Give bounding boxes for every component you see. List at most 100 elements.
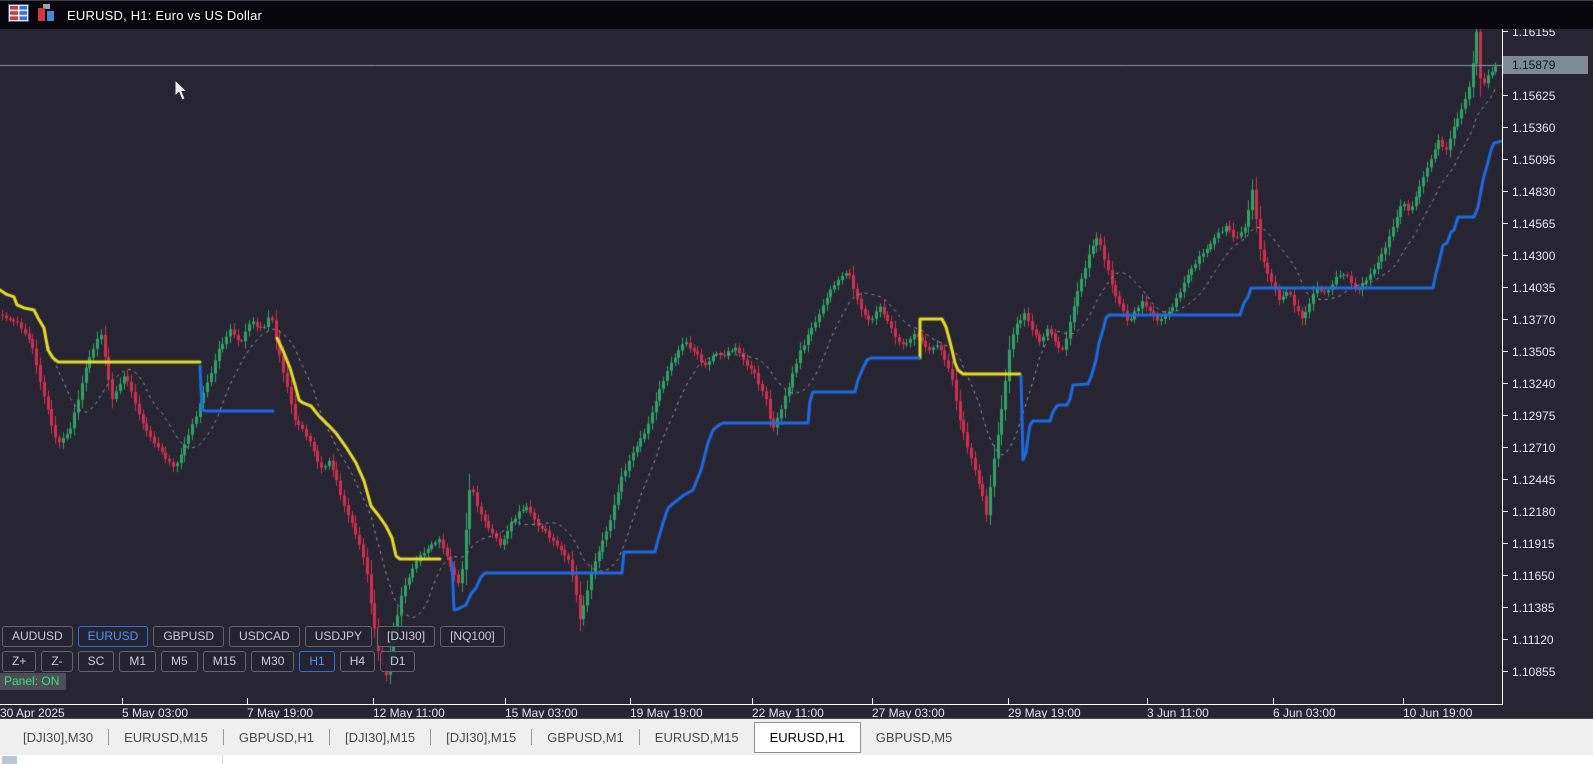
tick-mark [1503,415,1508,416]
tick-mark [1503,351,1508,352]
price-axis-tick-label: 1.11120 [1512,632,1554,647]
price-axis-tick: 1.11385 [1503,600,1555,615]
price-axis-tick: 1.14830 [1503,185,1555,199]
chart-tab-bar: [DJI30],M30 EURUSD,M15 GBPUSD,H1 [DJI30],M1… [0,718,1593,755]
market-watch-icon [8,3,29,27]
tick-mark [1503,159,1508,160]
time-axis-tick-label: 15 May 03:00 [505,706,578,720]
price-axis-tick-label: 1.12180 [1512,504,1556,519]
tab-divider [531,729,533,745]
price-axis-line [1502,29,1503,705]
tick-mark [1503,607,1508,608]
price-axis-tick: 1.11915 [1503,536,1555,551]
timeframe-button-row: Z+ Z- SC M1 M5 M15 M30 H1 H4 D1 [2,651,416,672]
tick-mark [872,698,873,705]
tab-divider [329,729,331,745]
chart-tab-dji30m15[interactable]: [DJI30],M15 [446,729,517,745]
panel-status-badge: Panel: ON [0,673,67,690]
symbol-button-usdcad[interactable]: USDCAD [229,626,300,647]
tab-divider [222,729,224,745]
time-axis-tick-label: 5 May 03:00 [122,706,189,720]
tick-mark [630,698,631,705]
time-axis-tick-label: 12 May 11:00 [373,706,445,720]
price-chart-canvas[interactable] [0,0,1502,718]
price-axis-tick-label: 1.12445 [1512,472,1556,487]
price-axis-tick-label: 1.15625 [1512,88,1556,103]
tick-mark [1503,223,1508,224]
timeframe-button-sc[interactable]: SC [77,651,115,672]
symbol-button-audusd[interactable]: AUDUSD [2,626,73,647]
symbol-button-gbpusd[interactable]: GBPUSD [153,626,225,647]
price-axis-tick: 1.11650 [1503,568,1555,583]
chart-title: EURUSD, H1: Euro vs US Dollar [67,7,263,23]
timeframe-button-m30[interactable]: M30 [251,651,295,672]
time-axis-line [0,704,1503,705]
time-axis-tick-label: 30 Apr 2025 [0,706,65,720]
price-axis-tick-label: 1.15360 [1512,120,1556,135]
chart-tab-eurusdm15[interactable]: EURUSD,M15 [124,729,208,745]
bar-chart-icon [37,3,56,27]
time-axis-tick-label: 22 May 11:00 [752,706,824,720]
price-axis-tick: 1.11120 [1503,632,1554,647]
symbol-button-usdjpy[interactable]: USDJPY [304,626,373,647]
time-axis-tick-label: 3 Jun 11:00 [1147,706,1209,720]
tick-mark [122,698,123,705]
chart-tab-eurusdh1[interactable]: EURUSD,H1 [753,721,861,753]
chart-tab-gbpusdh1[interactable]: GBPUSD,H1 [238,729,315,745]
tick-mark [1503,511,1508,512]
price-axis-tick-label: 1.11915 [1512,536,1555,551]
price-axis-tick: 1.12445 [1503,472,1556,487]
price-axis-tick: 1.14565 [1503,216,1556,231]
chart-tab-gbpusdm5[interactable]: GBPUSD,M5 [875,729,953,745]
time-axis-tick-label: 29 May 19:00 [1008,706,1081,720]
chart-tab-dji30m30[interactable]: [DJI30],M30 [23,729,94,745]
price-axis-tick-label: 1.12975 [1512,408,1556,423]
timeframe-button-z-[interactable]: Z- [41,651,73,672]
price-axis-tick-label: 1.10855 [1512,664,1556,679]
tick-mark [1503,639,1508,640]
symbol-button-nq100[interactable]: [NQ100] [440,626,505,647]
price-axis-tick: 1.10855 [1503,664,1556,679]
price-axis-tick: 1.12710 [1503,440,1556,455]
tick-mark [1147,698,1148,705]
tab-scrollbar-track[interactable] [0,755,1593,764]
timeframe-button-d1[interactable]: D1 [380,651,416,672]
timeframe-button-h4[interactable]: H4 [339,651,376,672]
tick-mark [1503,287,1508,288]
tick-mark [1403,698,1404,705]
chart-tab-gbpusdm1[interactable]: GBPUSD,M1 [547,729,624,745]
tick-mark [247,698,248,705]
tab-scrollbar-thumb[interactable] [2,756,17,764]
symbol-button-row: AUDUSD EURUSD GBPUSD USDCAD USDJPY [DJI30] [NQ… [2,626,505,647]
timeframe-button-m5[interactable]: M5 [161,651,198,672]
tick-mark [1503,95,1508,96]
tick-mark [1503,447,1508,448]
timeframe-button-z+[interactable]: Z+ [2,651,37,672]
tab-divider [108,729,110,745]
tick-mark [1503,575,1508,576]
tick-mark [1503,255,1508,256]
time-axis-tick-label: 7 May 19:00 [247,706,314,720]
chart-tab-dji30m15[interactable]: [DJI30],M15 [345,729,416,745]
price-axis-tick: 1.13770 [1503,313,1555,327]
time-axis-tick-label: 19 May 19:00 [630,706,703,720]
tick-mark [1503,31,1508,32]
price-axis-tick-label: 1.11650 [1512,568,1555,583]
tick-mark [373,698,374,705]
timeframe-button-h1[interactable]: H1 [299,651,335,672]
price-axis-tick-label: 1.12710 [1512,440,1556,455]
price-axis-tick-label: 1.11385 [1512,600,1555,615]
time-axis-tick-label: 27 May 03:00 [872,706,945,720]
symbol-button-dji30[interactable]: [DJI30] [377,626,436,647]
timeframe-button-m15[interactable]: M15 [202,651,247,672]
price-axis-tick-label: 1.14565 [1512,216,1556,231]
current-price-label: 1.15879 [1503,56,1588,74]
chart-tab-eurusdm15[interactable]: EURUSD,M15 [654,729,739,745]
scrollbar-divider [222,755,223,764]
symbol-button-eurusd[interactable]: EURUSD [77,626,149,647]
price-axis-tick: 1.13240 [1503,377,1555,391]
timeframe-button-m1[interactable]: M1 [119,651,157,672]
mouse-cursor-icon [174,78,190,107]
price-axis-tick: 1.13505 [1503,345,1555,359]
